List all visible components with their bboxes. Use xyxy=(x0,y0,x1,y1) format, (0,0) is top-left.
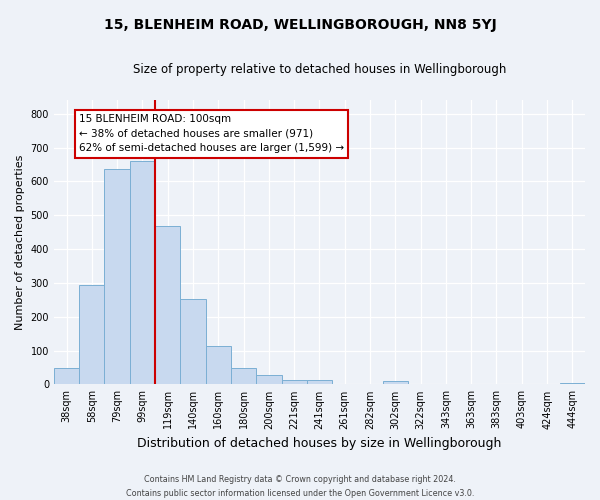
Bar xyxy=(181,299,206,384)
Bar xyxy=(130,161,155,384)
Bar xyxy=(155,226,181,384)
Y-axis label: Number of detached properties: Number of detached properties xyxy=(15,154,25,330)
Bar xyxy=(560,382,585,384)
Title: Size of property relative to detached houses in Wellingborough: Size of property relative to detached ho… xyxy=(133,62,506,76)
X-axis label: Distribution of detached houses by size in Wellingborough: Distribution of detached houses by size … xyxy=(137,437,502,450)
Bar xyxy=(231,368,256,384)
Bar xyxy=(307,380,332,384)
Bar xyxy=(104,168,130,384)
Bar xyxy=(383,381,408,384)
Bar xyxy=(54,368,79,384)
Bar xyxy=(281,380,307,384)
Bar xyxy=(79,284,104,384)
Text: Contains HM Land Registry data © Crown copyright and database right 2024.
Contai: Contains HM Land Registry data © Crown c… xyxy=(126,476,474,498)
Text: 15 BLENHEIM ROAD: 100sqm
← 38% of detached houses are smaller (971)
62% of semi-: 15 BLENHEIM ROAD: 100sqm ← 38% of detach… xyxy=(79,114,344,154)
Text: 15, BLENHEIM ROAD, WELLINGBOROUGH, NN8 5YJ: 15, BLENHEIM ROAD, WELLINGBOROUGH, NN8 5… xyxy=(104,18,496,32)
Bar xyxy=(206,346,231,385)
Bar xyxy=(256,375,281,384)
